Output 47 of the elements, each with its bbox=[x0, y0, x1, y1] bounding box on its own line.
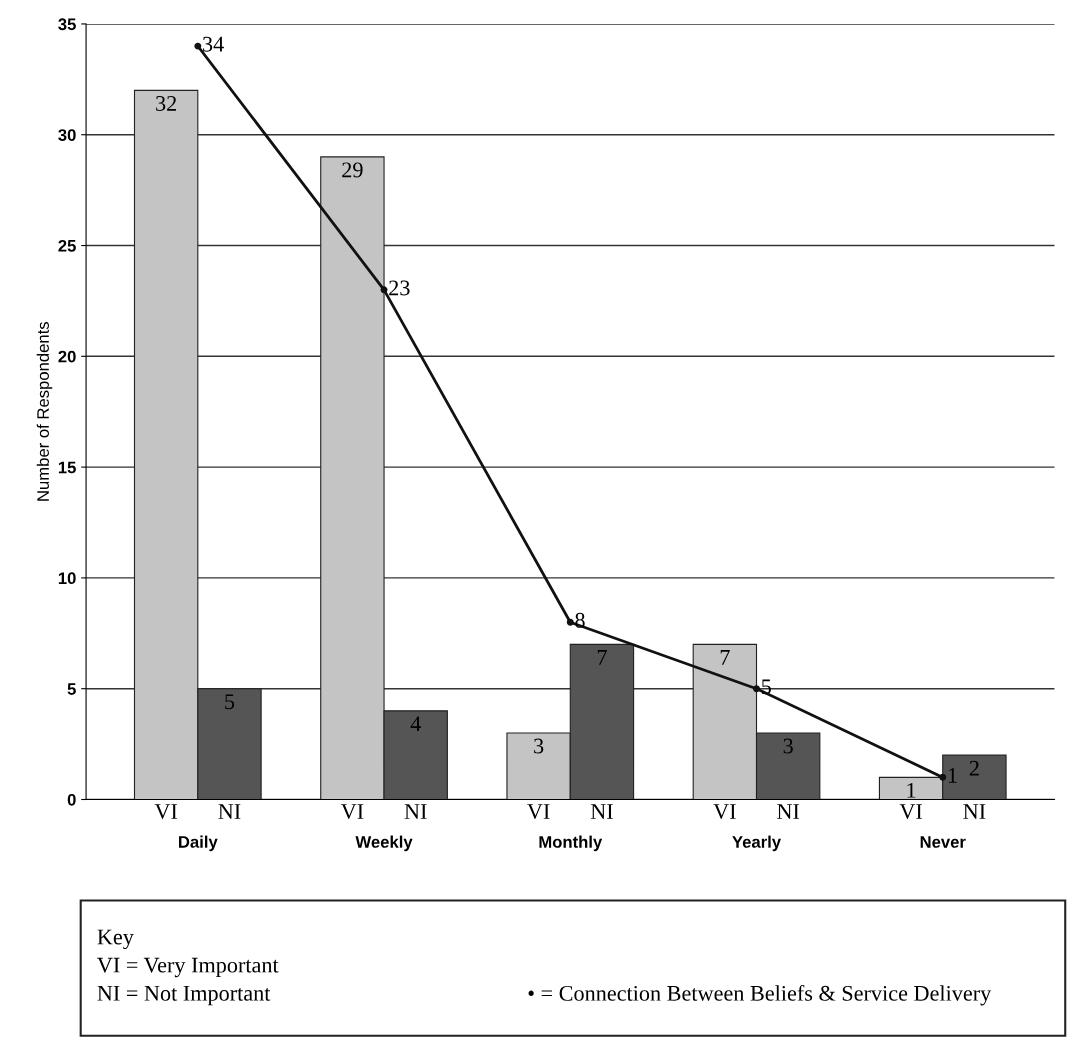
text: NI bbox=[777, 804, 800, 819]
text: NI bbox=[590, 804, 613, 819]
x-tick-label: Never bbox=[920, 836, 966, 848]
data-label: 4 bbox=[410, 716, 421, 732]
data-label: 3 bbox=[534, 738, 544, 754]
point bbox=[194, 42, 202, 50]
text: VI bbox=[713, 804, 736, 820]
series-label: NI bbox=[218, 804, 241, 819]
point bbox=[566, 618, 574, 626]
point bbox=[939, 773, 947, 781]
data-label: 23 bbox=[389, 280, 410, 296]
data-label: 5 bbox=[225, 694, 235, 710]
y-tick-label: 25 bbox=[58, 239, 76, 252]
y-tick-label: 20 bbox=[58, 350, 76, 363]
data-label: 32 bbox=[156, 95, 177, 111]
y-tick-label: 30 bbox=[58, 129, 76, 141]
series-label: VI bbox=[154, 804, 178, 820]
y-tick-label: 35 bbox=[58, 18, 76, 31]
x-tick-label: Daily bbox=[179, 835, 218, 852]
point bbox=[753, 685, 760, 693]
y-tick-label: 5 bbox=[67, 683, 76, 695]
text: VI bbox=[340, 804, 364, 820]
data-label: 29 bbox=[342, 162, 363, 178]
data-label: 34 bbox=[203, 36, 224, 52]
text: VI bbox=[527, 804, 550, 820]
text: VI = Very Important bbox=[97, 957, 279, 978]
text: Key bbox=[97, 929, 134, 950]
data-label: 1 bbox=[907, 782, 916, 798]
data-label: 7 bbox=[597, 650, 607, 665]
data-label: 3 bbox=[783, 738, 793, 754]
x-tick-label: Yearly bbox=[732, 835, 781, 852]
text: • = Connection Between Beliefs & Service Delivery bbox=[528, 984, 992, 1006]
data-label: 8 bbox=[575, 612, 585, 628]
y-tick-label: 0 bbox=[67, 793, 76, 806]
text: NI bbox=[404, 804, 427, 819]
data-label: 7 bbox=[720, 650, 730, 665]
text: NI = Not Important bbox=[97, 985, 271, 1006]
x-tick-label: Weekly bbox=[355, 835, 413, 852]
y-axis-title: Number of Respondents bbox=[36, 321, 53, 501]
y-tick-label: 15 bbox=[58, 461, 76, 474]
y-tick-label: 10 bbox=[58, 572, 76, 585]
text: VI bbox=[899, 804, 923, 820]
data-label: 2 bbox=[969, 760, 979, 776]
x-tick-label: Monthly bbox=[539, 835, 603, 852]
point bbox=[380, 286, 388, 294]
data-label: 1 bbox=[948, 768, 957, 783]
text: NI bbox=[963, 804, 986, 819]
